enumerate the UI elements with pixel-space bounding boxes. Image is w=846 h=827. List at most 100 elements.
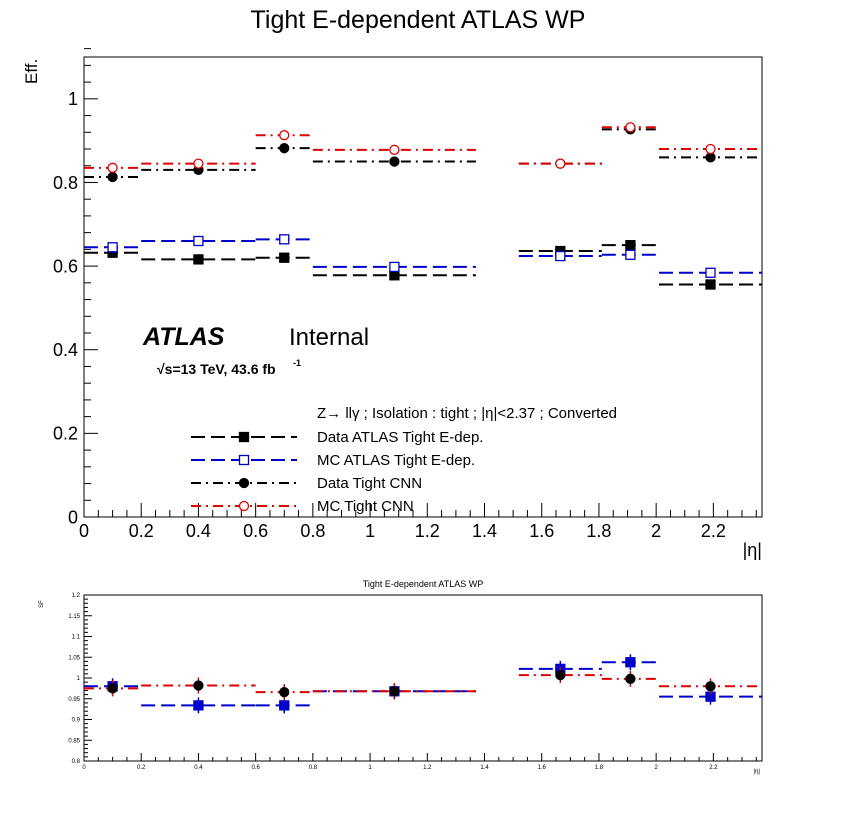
data-point-square — [705, 279, 716, 290]
plot-layer: 0 0.2 0.4 0.6 0.8 1 1.2 1.4 1.6 1.8 2 2.2 0 0.2 0.4 0.6… — [53, 48, 763, 771]
x-tick-label: 0.8 — [300, 521, 325, 541]
data-point-square — [193, 235, 204, 247]
y-tick-label: 1.1 — [72, 635, 81, 641]
data-point-square — [555, 250, 566, 262]
y-tick-label: 0.95 — [68, 697, 80, 703]
data-point-square — [107, 242, 118, 253]
legend-marker — [238, 454, 250, 466]
ratio-chart-title: Tight E-dependent ATLAS WP — [363, 579, 484, 589]
data-point-square — [193, 254, 204, 265]
data-point-circle — [625, 673, 636, 684]
x-tick-label: 0.6 — [251, 765, 260, 771]
data-point-square — [193, 700, 204, 711]
y-tick-label: 0.6 — [53, 256, 78, 276]
atlas-label: ATLAS — [142, 323, 225, 351]
y-tick-label: 1 — [77, 676, 81, 682]
data-point-square — [389, 270, 400, 281]
legend-entry: Data ATLAS Tight E-dep. — [191, 429, 483, 446]
y-tick-label: 0.8 — [72, 759, 81, 765]
legend-label: MC ATLAS Tight E-dep. — [317, 452, 475, 469]
y-tick-label: 1.15 — [68, 614, 80, 620]
y-tick-label: 1.2 — [72, 593, 81, 599]
x-tick-label: 1.2 — [415, 521, 440, 541]
data-point-circle — [193, 158, 204, 169]
ratio-x-axis-label: |η| — [754, 769, 761, 775]
data-point-square — [625, 240, 636, 251]
series-sf-0 — [84, 654, 762, 714]
data-point-circle — [279, 686, 290, 698]
data-point-circle — [193, 680, 204, 691]
x-tick-label: 2 — [654, 765, 658, 771]
data-point-circle — [107, 162, 118, 173]
y-tick-label: 1.05 — [68, 655, 80, 661]
data-point-circle — [555, 158, 566, 169]
x-tick-label: 0.2 — [137, 765, 146, 771]
x-tick-label: 0.8 — [309, 765, 318, 771]
data-point-circle — [705, 143, 716, 155]
x-tick-label: 2.2 — [709, 765, 718, 771]
legend-label: MC Tight CNN — [317, 498, 414, 515]
data-point-circle — [107, 171, 118, 183]
x-tick-label: 0 — [79, 521, 89, 541]
data-point-circle — [107, 683, 118, 694]
energy-lumi-text: √s=13 TeV, 43.6 fb — [157, 361, 276, 377]
legend: Data ATLAS Tight E-dep. MC ATLAS Tight E-… — [191, 429, 483, 515]
x-tick-label: 1 — [365, 521, 375, 541]
x-tick-label: 0.4 — [194, 765, 203, 771]
x-tick-label: 1.8 — [595, 765, 604, 771]
data-point-square — [389, 261, 400, 273]
x-tick-label: 0.4 — [186, 521, 211, 541]
ratio-y-axis-label: SF — [39, 600, 45, 608]
data-point-square — [279, 700, 290, 711]
main-chart-title: Tight E-dependent ATLAS WP — [251, 6, 586, 34]
data-point-square — [279, 252, 290, 263]
y-tick-label: 1 — [68, 89, 78, 109]
x-tick-label: 1.6 — [529, 521, 554, 541]
data-point-circle — [389, 144, 400, 155]
data-point-square — [625, 249, 636, 260]
legend-header: Z→ llγ ; Isolation : tight ; |η|<2.37 ; … — [317, 405, 617, 422]
legend-marker — [238, 500, 250, 512]
series-sf-1 — [84, 667, 762, 701]
legend-marker — [238, 477, 250, 489]
x-tick-label: 1.4 — [480, 765, 489, 771]
x-tick-label: 2.2 — [701, 521, 726, 541]
data-point-circle — [555, 669, 566, 681]
energy-lumi-label: √s=13 TeV, 43.6 fb -1 — [157, 358, 301, 377]
legend-entry: Data Tight CNN — [191, 475, 422, 492]
x-tick-label: 1.8 — [586, 521, 611, 541]
x-tick-label: 1 — [368, 765, 372, 771]
plot-frame — [83, 594, 763, 762]
x-tick-label: 2 — [651, 521, 661, 541]
x-tick-label: 1.4 — [472, 521, 497, 541]
series-mc-atlas-tight-e-dep- — [84, 234, 762, 278]
data-point-circle — [389, 156, 400, 167]
x-tick-label: 0.6 — [243, 521, 268, 541]
y-tick-label: 0.2 — [53, 424, 78, 444]
y-tick-label: 0 — [68, 507, 78, 527]
ratio-plot: 0 0.2 0.4 0.6 0.8 1 1.2 1.4 1.6 1.8 2 2.2 0.8 0.85 0.9… — [68, 593, 763, 771]
data-point-square — [279, 234, 290, 245]
data-point-circle — [705, 681, 716, 692]
series-data-tight-cnn — [84, 124, 762, 183]
series-mc-tight-cnn — [84, 122, 762, 173]
legend-entry: MC ATLAS Tight E-dep. — [191, 452, 475, 469]
energy-lumi-exponent: -1 — [293, 358, 301, 368]
y-tick-label: 0.4 — [53, 340, 78, 360]
legend-label: Data ATLAS Tight E-dep. — [317, 429, 483, 446]
legend-label: Data Tight CNN — [317, 475, 422, 492]
plot-frame — [83, 56, 763, 518]
y-tick-label: 0.85 — [68, 738, 80, 744]
atlas-status-label: Internal — [289, 324, 369, 351]
main-plot: 0 0.2 0.4 0.6 0.8 1 1.2 1.4 1.6 1.8 2 2.2 0 0.2 0.4 0.6… — [53, 48, 763, 541]
legend-entry: MC Tight CNN — [191, 498, 414, 515]
x-tick-label: 1.2 — [423, 765, 432, 771]
x-tick-label: 0.2 — [129, 521, 154, 541]
data-point-circle — [279, 143, 290, 154]
x-tick-label: 0 — [82, 765, 86, 771]
legend-marker — [238, 431, 250, 443]
y-tick-label: 0.8 — [53, 173, 78, 193]
x-tick-label: 1.6 — [538, 765, 547, 771]
